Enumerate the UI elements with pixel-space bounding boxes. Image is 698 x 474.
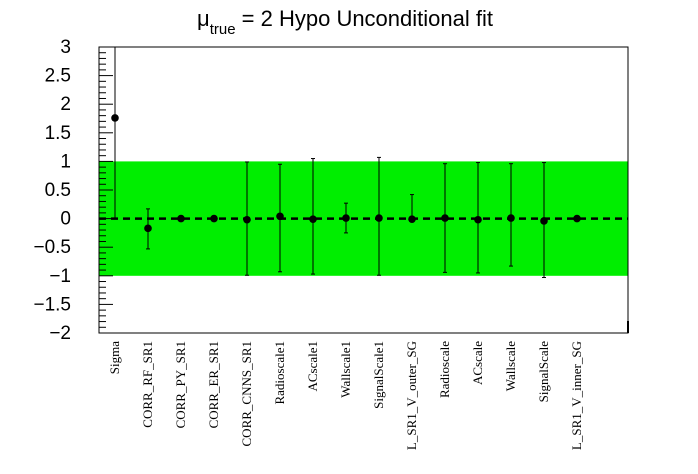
data-point (111, 114, 119, 122)
y-tick-label: 2 (60, 94, 71, 115)
y-tick-label: 1 (60, 151, 71, 172)
y-tick-label: −2 (49, 323, 71, 344)
title-rest: = 2 Hypo Unconditional fit (236, 6, 493, 31)
y-tick-label: 2.5 (45, 66, 71, 87)
data-point (210, 214, 218, 223)
data-point (408, 215, 416, 223)
plot-area: 3 2.5 2 1.5 1 0.5 0 −0.5 −1 −1.5 −2 Sigma CORR_RF_SR… (33, 37, 629, 450)
title-symbol: μ (197, 6, 210, 31)
x-tick-label: L_SR1_V_outer_SG (404, 341, 419, 450)
x-tick-label: Wallscale (503, 341, 518, 391)
x-tick-label: Sigma (107, 341, 122, 374)
y-tick-label: −1.5 (33, 294, 71, 315)
y-tick-label: −0.5 (33, 237, 71, 258)
data-point (441, 214, 449, 222)
data-point (375, 214, 383, 222)
x-tick-label: CORR_ER_SR1 (206, 341, 221, 428)
y-tick-label: −1 (49, 266, 71, 287)
chart-title: μtrue = 2 Hypo Unconditional fit (197, 6, 493, 38)
data-point (144, 224, 152, 233)
data-point (177, 214, 185, 223)
title-subscript: true (210, 21, 236, 38)
y-tick-label: 3 (60, 37, 71, 58)
data-point (474, 215, 482, 224)
data-point (507, 214, 515, 222)
x-tick-label: Wallscale1 (338, 341, 353, 398)
x-tick-label: ACscale1 (305, 341, 320, 392)
x-tick-label: CORR_PY_SR1 (173, 341, 188, 428)
data-point (309, 215, 317, 223)
y-tick-label: 0.5 (45, 180, 71, 201)
x-tick-label: CORR_CNNS_SR1 (239, 341, 254, 446)
data-point (276, 212, 284, 221)
x-tick-label: SignalScale1 (371, 341, 386, 409)
data-point (243, 215, 251, 224)
data-point (573, 214, 581, 223)
y-tick-label: 1.5 (45, 123, 71, 144)
y-tick-label: 0 (60, 209, 71, 230)
data-point (540, 217, 548, 225)
x-tick-label: CORR_RF_SR1 (140, 341, 155, 428)
data-point (342, 214, 350, 222)
x-tick-label: Radioscale (437, 341, 452, 398)
x-tick-label: SignalScale (536, 341, 551, 403)
x-tick-label: ACscale (470, 341, 485, 385)
x-tick-label: Radioscale1 (272, 341, 287, 405)
x-tick-label: L_SR1_V_inner_SG (569, 341, 584, 450)
